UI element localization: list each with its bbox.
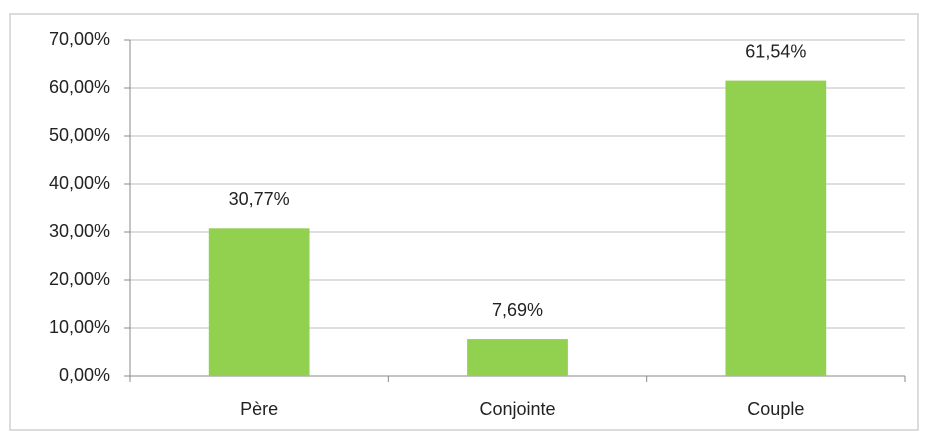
y-tick-label: 30,00% — [49, 221, 110, 241]
y-tick-label: 40,00% — [49, 173, 110, 193]
data-label: 61,54% — [745, 41, 806, 61]
x-tick-label: Conjointe — [479, 399, 555, 419]
bar — [725, 80, 827, 376]
x-tick-label: Couple — [747, 399, 804, 419]
y-tick-label: 50,00% — [49, 125, 110, 145]
bar — [467, 339, 568, 376]
y-tick-label: 0,00% — [59, 365, 110, 385]
bar — [208, 228, 310, 376]
data-label: 7,69% — [492, 300, 543, 320]
y-tick-label: 60,00% — [49, 77, 110, 97]
y-tick-label: 10,00% — [49, 317, 110, 337]
data-label: 30,77% — [229, 189, 290, 209]
x-tick-label: Père — [240, 399, 278, 419]
y-tick-label: 70,00% — [49, 29, 110, 49]
y-tick-label: 20,00% — [49, 269, 110, 289]
